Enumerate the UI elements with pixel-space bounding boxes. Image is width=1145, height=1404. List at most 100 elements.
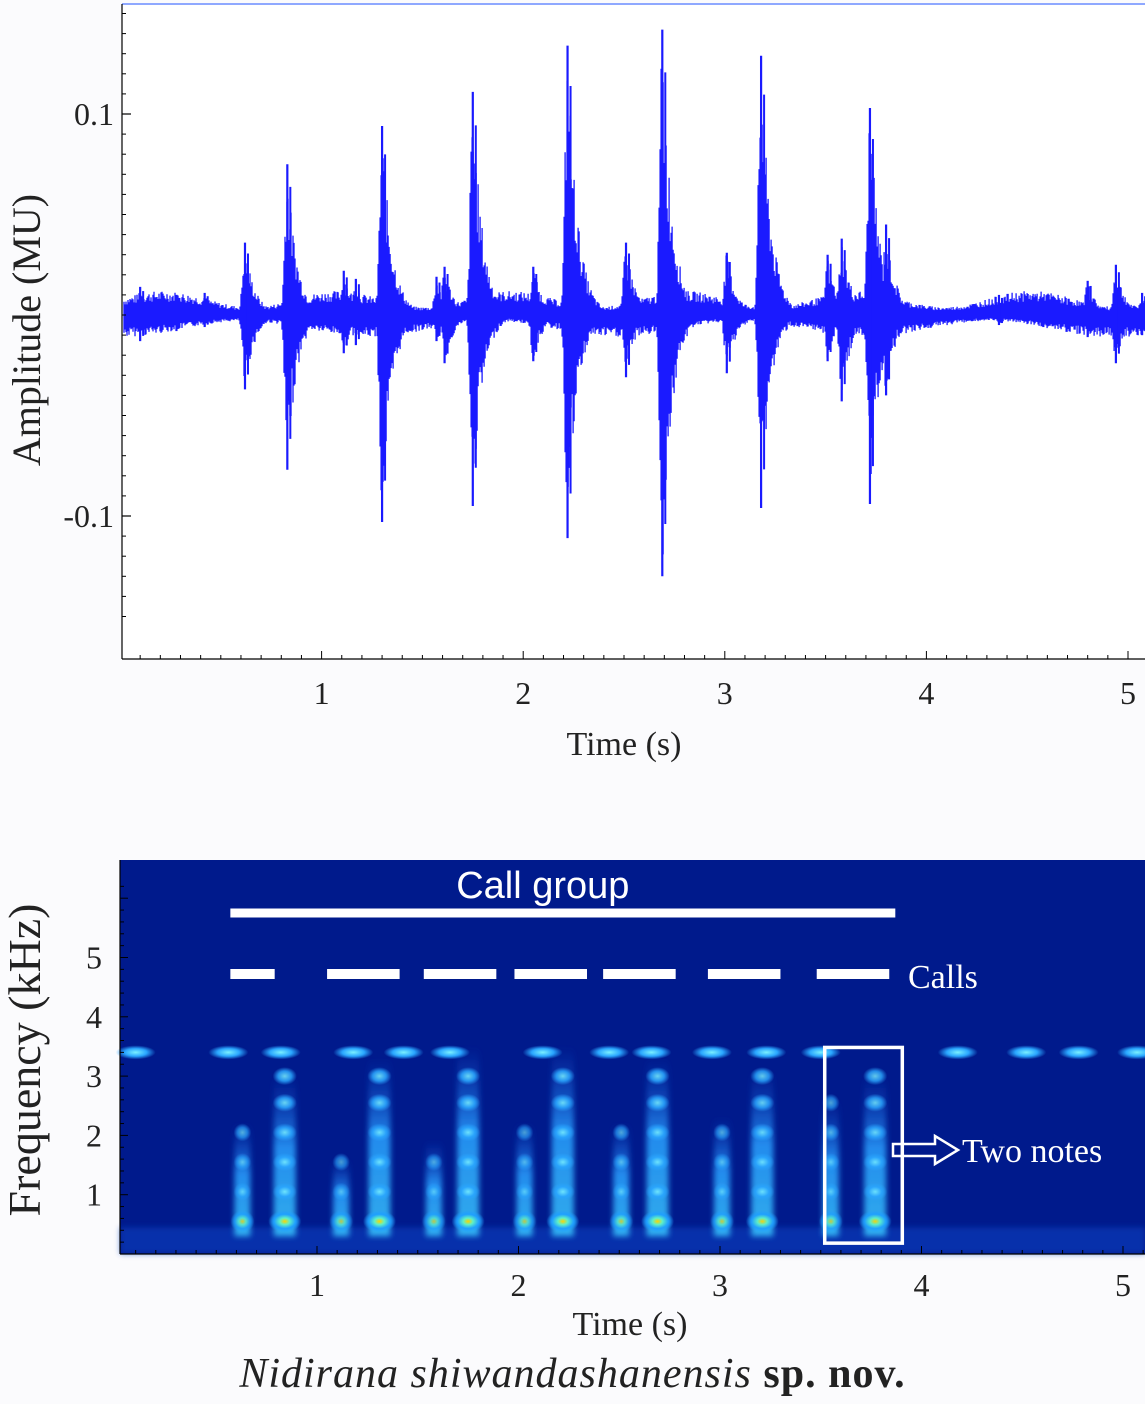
note-harmonic: [425, 1153, 443, 1172]
note-harmonic: [546, 1210, 580, 1233]
x-tick-label: 3: [717, 675, 733, 711]
y-tick-label: -0.1: [63, 498, 114, 534]
note-harmonic: [367, 1153, 392, 1172]
note-harmonic: [272, 1153, 297, 1172]
spectrogram-x-axis-label: Time (s): [573, 1306, 688, 1343]
note-harmonic: [332, 1153, 350, 1172]
spectrogram-annotations: Call group Calls Two notes: [230, 865, 1102, 1245]
x-tick-label: 1: [314, 675, 330, 711]
note-harmonic: [456, 1153, 481, 1172]
note-harmonic: [367, 1067, 392, 1086]
noise-band-spot: [333, 1045, 374, 1060]
note-harmonic: [713, 1123, 731, 1142]
waveform-y-axis-label: Amplitude (MU): [4, 194, 49, 466]
note-harmonic: [710, 1210, 735, 1233]
waveform-x-ticks: 1 2 3 4 5: [139, 651, 1136, 711]
noise-band-spot: [631, 1045, 672, 1060]
note-harmonic: [456, 1093, 481, 1112]
note-column: [613, 1123, 630, 1237]
x-tick-label: 2: [515, 675, 531, 711]
note-harmonic: [641, 1210, 675, 1233]
call-group-label: Call group: [456, 865, 629, 907]
spectrogram-panel: Call group Calls Two notes 1 2 3 4 5 1 2 3 4 5 Tim…: [0, 860, 1145, 1343]
note-harmonic: [456, 1067, 481, 1086]
note-harmonic: [230, 1210, 255, 1233]
note-harmonic: [713, 1182, 731, 1201]
note-harmonic: [612, 1182, 631, 1201]
note-harmonic: [367, 1093, 392, 1112]
y-tick-label: 3: [86, 1058, 102, 1094]
note-harmonic: [645, 1093, 670, 1112]
note-harmonic: [233, 1153, 252, 1172]
x-tick-label: 3: [712, 1267, 728, 1303]
note-harmonic: [362, 1210, 396, 1233]
note-harmonic: [272, 1067, 297, 1086]
spectrogram-y-ticks: 1 2 3 4 5: [86, 885, 128, 1243]
noise-floor: [120, 1227, 1145, 1254]
y-tick-label: 4: [86, 999, 102, 1035]
noise-band-spot: [1117, 1045, 1145, 1060]
noise-band-spot: [1058, 1045, 1099, 1060]
spectrogram-notes: [115, 1045, 1145, 1254]
note-harmonic: [268, 1210, 302, 1233]
y-tick-label: 1: [86, 1177, 102, 1213]
waveform-x-axis-label: Time (s): [567, 726, 682, 763]
note-harmonic: [456, 1182, 481, 1201]
waveform-y-ticks: 0.1 -0.1: [63, 13, 131, 617]
note-harmonic: [750, 1093, 775, 1112]
note-harmonic: [367, 1123, 392, 1142]
note-harmonic: [863, 1093, 888, 1112]
waveform-trace: [123, 68, 1145, 568]
note-harmonic: [425, 1182, 443, 1201]
note-column: [714, 1117, 731, 1237]
note-harmonic: [863, 1067, 888, 1086]
note-harmonic: [818, 1210, 843, 1233]
note-harmonic: [421, 1210, 446, 1233]
noise-band-spot: [937, 1045, 978, 1060]
note-harmonic: [863, 1123, 888, 1142]
note-harmonic: [367, 1182, 392, 1201]
x-tick-label: 4: [914, 1267, 930, 1303]
noise-band-spot: [260, 1045, 301, 1060]
y-tick-label: 2: [86, 1117, 102, 1153]
note-harmonic: [863, 1182, 888, 1201]
note-harmonic: [332, 1182, 350, 1201]
noise-band-spot: [1006, 1045, 1047, 1060]
x-tick-label: 5: [1120, 675, 1136, 711]
note-column: [516, 1123, 533, 1237]
note-harmonic: [713, 1153, 731, 1172]
y-tick-label: 5: [86, 940, 102, 976]
note-harmonic: [645, 1182, 670, 1201]
y-tick-label: 0.1: [74, 96, 114, 132]
x-tick-label: 1: [309, 1267, 325, 1303]
note-harmonic: [233, 1182, 252, 1201]
note-harmonic: [233, 1123, 252, 1142]
two-notes-box: [822, 1045, 905, 1245]
noise-band-spot: [746, 1045, 787, 1060]
noise-band-spot: [691, 1045, 732, 1060]
note-harmonic: [515, 1123, 534, 1142]
caption-status: sp. nov.: [763, 1351, 906, 1397]
note-harmonic: [272, 1123, 297, 1142]
note-harmonic: [612, 1153, 631, 1172]
waveform-series: [123, 29, 1145, 577]
note-harmonic: [515, 1182, 534, 1201]
x-tick-label: 5: [1115, 1267, 1131, 1303]
noise-band-spot: [589, 1045, 630, 1060]
note-harmonic: [451, 1210, 485, 1233]
two-notes-arrow: [891, 1133, 961, 1167]
note-harmonic: [550, 1153, 575, 1172]
noise-band-spot: [208, 1045, 249, 1060]
note-harmonic: [645, 1153, 670, 1172]
note-harmonic: [612, 1123, 631, 1142]
note-harmonic: [645, 1123, 670, 1142]
noise-band-spot: [115, 1045, 156, 1060]
calls-label: Calls: [908, 959, 978, 996]
note-harmonic: [272, 1093, 297, 1112]
note-harmonic: [550, 1067, 575, 1086]
note-harmonic: [550, 1123, 575, 1142]
note-harmonic: [750, 1123, 775, 1142]
note-harmonic: [515, 1153, 534, 1172]
figure-caption: Nidirana shiwandashanensis sp. nov.: [0, 1350, 1145, 1398]
